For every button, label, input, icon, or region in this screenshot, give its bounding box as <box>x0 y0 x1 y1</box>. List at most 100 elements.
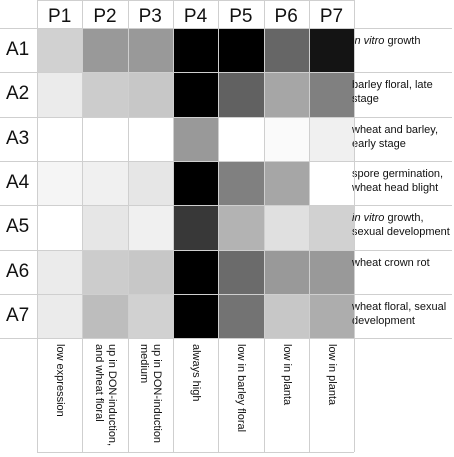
heatmap-cell-a5-p4 <box>172 205 219 251</box>
grid-column-line <box>263 0 265 452</box>
heatmap-cell-a7-p5 <box>218 293 265 339</box>
column-description-line: medium <box>138 344 151 384</box>
heatmap-cell-a7-p4 <box>172 293 219 339</box>
row-description-text: growth <box>384 35 421 47</box>
row-header-a7: A7 <box>6 304 30 326</box>
row-header-a3: A3 <box>6 127 30 149</box>
heatmap-cell-a4-p4 <box>172 160 219 206</box>
column-description-p7: low in planta <box>325 344 338 405</box>
heatmap-cell-a3-p2 <box>82 116 129 162</box>
heatmap-cell-a1-p3 <box>127 28 174 73</box>
grid-row-line <box>0 160 452 162</box>
heatmap-cell-a7-p2 <box>82 293 129 339</box>
row-header-a5: A5 <box>6 216 30 238</box>
row-description-a4: spore germination, wheat head blight <box>352 167 452 195</box>
column-header-p3: P3 <box>138 6 162 27</box>
heatmap-cell-a4-p5 <box>218 160 265 206</box>
column-description-line: and wheat floral <box>92 344 105 422</box>
row-description-text: wheat crown rot <box>352 256 430 269</box>
row-description-text: wheat floral, sexual development <box>352 300 447 327</box>
heatmap-cell-a1-p1 <box>37 28 83 73</box>
column-description-line: low in planta <box>325 344 338 406</box>
column-description-p2: up in DON-induction, and wheat floral <box>92 344 118 446</box>
column-description-line: low in barley floral <box>235 344 248 433</box>
grid-top-line <box>37 0 355 1</box>
heatmap-cell-a5-p5 <box>218 205 265 251</box>
heatmap-cell-a3-p7 <box>308 116 355 162</box>
heatmap-cell-a6-p6 <box>263 249 310 295</box>
column-description-line: up in DON-induction <box>151 344 164 444</box>
heatmap-cell-a3-p1 <box>37 116 83 162</box>
heatmap-cell-a1-p5 <box>218 28 265 73</box>
column-description-p6: low in planta <box>280 344 293 405</box>
heatmap-cell-a4-p7 <box>308 160 355 206</box>
row-description-italic: in vitro <box>352 212 385 225</box>
column-header-p1: P1 <box>48 6 72 27</box>
heatmap-cell-a4-p6 <box>263 160 310 206</box>
column-description-line: low in planta <box>280 344 293 406</box>
heatmap-cell-a2-p3 <box>127 72 174 118</box>
column-description-line: always high <box>190 344 203 402</box>
grid-column-line <box>82 0 84 452</box>
heatmap-cell-a6-p5 <box>218 249 265 295</box>
row-description-a7: wheat floral, sexual development <box>352 300 452 328</box>
column-header-p5: P5 <box>229 6 253 27</box>
row-description-text: spore germination, wheat head blight <box>352 167 444 194</box>
grid-row-line <box>0 72 452 74</box>
grid-row-line <box>0 249 452 251</box>
heatmap-cell-a7-p3 <box>127 293 174 339</box>
heatmap-cell-a7-p7 <box>308 293 355 339</box>
heatmap-cell-a5-p3 <box>127 205 174 251</box>
heatmap-cell-a6-p1 <box>37 249 83 295</box>
heatmap-cell-a4-p3 <box>127 160 174 206</box>
heatmap-cell-a6-p2 <box>82 249 129 295</box>
row-header-a2: A2 <box>6 83 30 105</box>
column-header-p7: P7 <box>319 6 344 27</box>
heatmap-cell-a5-p7 <box>308 205 355 251</box>
grid-row-line <box>0 205 452 207</box>
heatmap-cell-a2-p1 <box>37 72 83 118</box>
heatmap-cell-a5-p2 <box>82 205 129 251</box>
heatmap-cell-a3-p4 <box>172 116 219 162</box>
heatmap-cell-a6-p7 <box>308 249 355 295</box>
heatmap-cell-a3-p3 <box>127 116 174 162</box>
column-description-p3: up in DON-induction medium <box>137 344 163 443</box>
heatmap-cell-a2-p2 <box>82 72 129 118</box>
grid-column-line <box>308 0 310 452</box>
grid-column-line <box>127 0 129 452</box>
row-description-a6: wheat crown rot <box>352 256 452 270</box>
heatmap-cell-a7-p1 <box>37 293 83 339</box>
heatmap-cell-a2-p6 <box>263 72 310 118</box>
row-header-a4: A4 <box>6 171 30 193</box>
grid-column-line <box>37 0 38 452</box>
heatmap-cell-a1-p4 <box>172 28 219 73</box>
heatmap-cell-a4-p1 <box>37 160 83 206</box>
heatmap-cell-a2-p5 <box>218 72 265 118</box>
column-description-p1: low expression <box>53 344 66 417</box>
column-description-line: up in DON-induction, <box>105 344 118 447</box>
row-description-text: barley floral, late stage <box>352 79 433 106</box>
grid-bottom-line <box>37 452 355 453</box>
heatmap-cell-a7-p6 <box>263 293 310 339</box>
column-header-p4: P4 <box>183 6 208 27</box>
row-description-italic: in vitro <box>352 35 385 47</box>
column-header-p6: P6 <box>274 6 298 27</box>
heatmap-cell-a2-p7 <box>308 72 355 118</box>
heatmap-cell-a2-p4 <box>172 72 219 118</box>
heatmap-cell-a6-p4 <box>172 249 219 295</box>
row-description-text: wheat and barley, early stage <box>352 123 439 150</box>
heatmap-cell-a5-p6 <box>263 205 310 251</box>
row-description-a2: barley floral, late stage <box>352 78 452 106</box>
grid-row-line <box>0 116 452 118</box>
row-header-a1: A1 <box>6 39 30 60</box>
row-description-text: growth, sexual development <box>352 212 450 239</box>
row-description-a3: wheat and barley, early stage <box>352 123 452 151</box>
heatmap-cell-a3-p6 <box>263 116 310 162</box>
heatmap-cell-a3-p5 <box>218 116 265 162</box>
grid-column-line <box>172 0 174 452</box>
row-header-a6: A6 <box>6 260 30 282</box>
heatmap-cell-a4-p2 <box>82 160 129 206</box>
heatmap-cell-a1-p2 <box>82 28 129 73</box>
column-description-p4: always high <box>189 344 202 401</box>
